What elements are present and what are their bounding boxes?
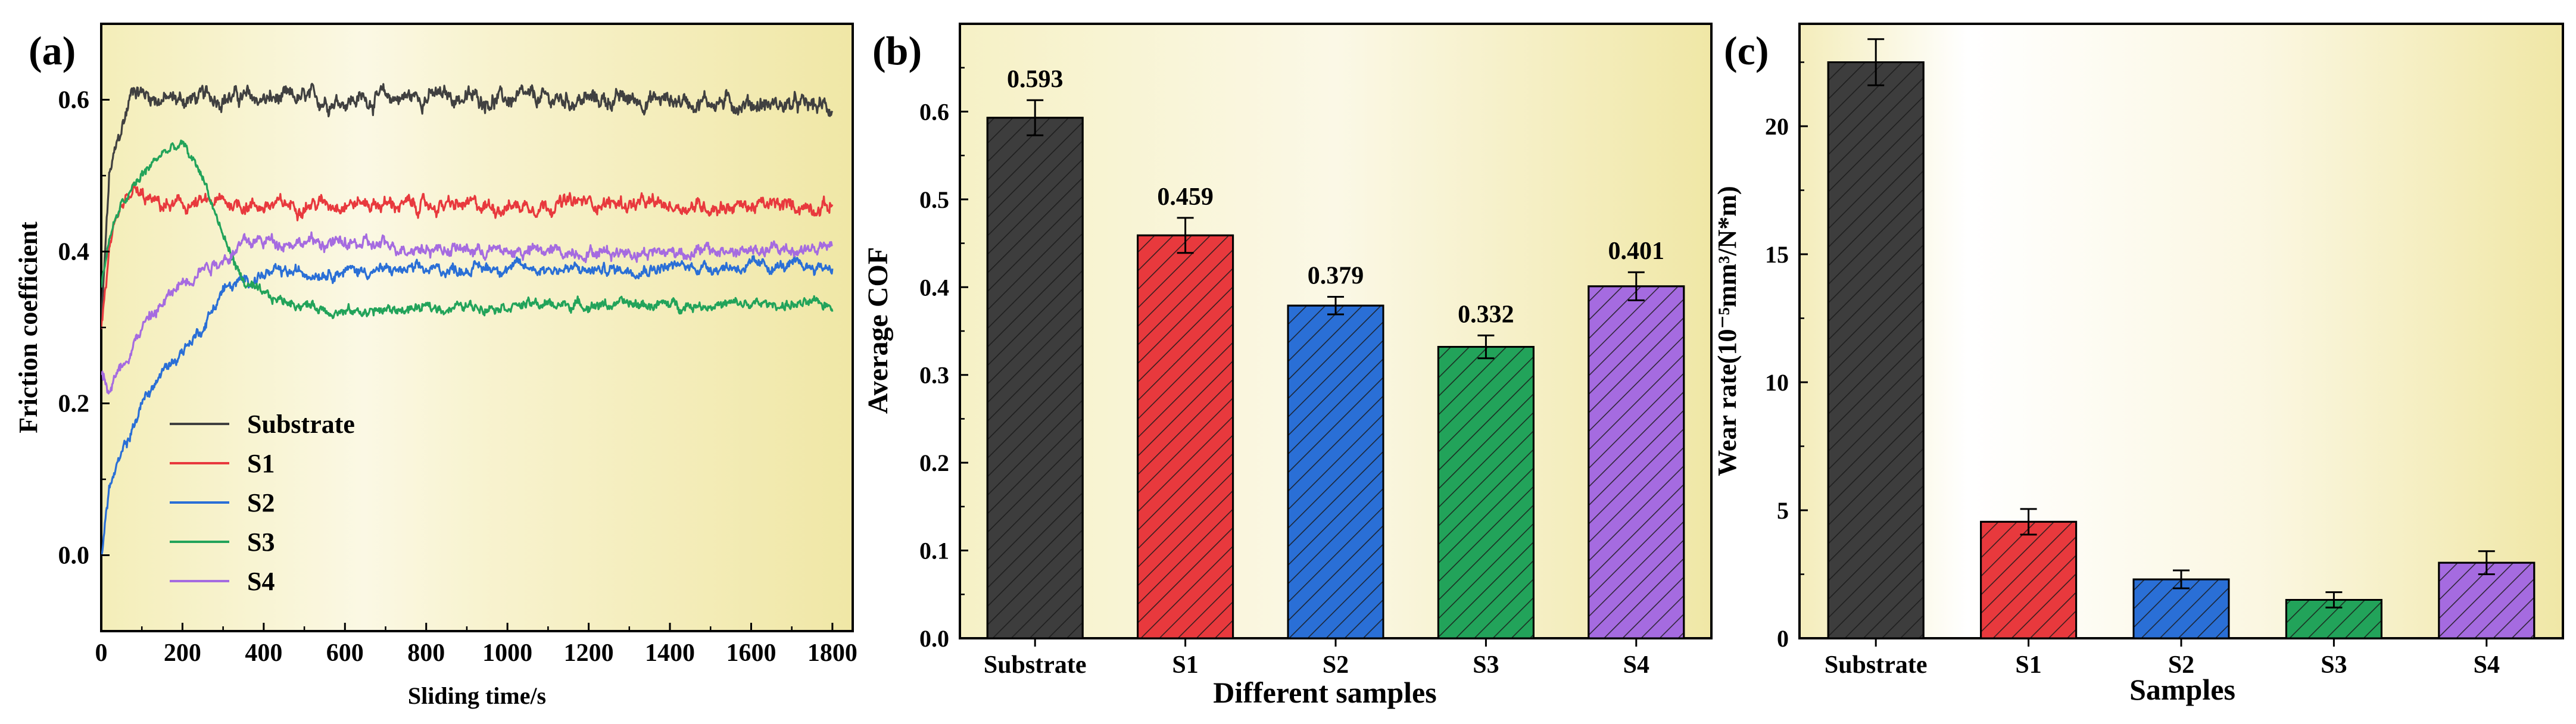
y-tick-label: 0.6 [919,98,949,125]
y-tick-label: 0.4 [58,239,90,266]
x-tick-label-s1: S1 [2015,651,2041,679]
value-label-s1: 0.459 [1157,183,1214,211]
x-tick-label: 200 [164,639,201,667]
panel-a-axes: 0 200 400 600 800 1000 1200 1400 1600 1800 0.0 0.2 0… [58,23,857,667]
legend-label-substrate: Substrate [247,410,355,439]
bar-hatch-s1 [1980,520,2078,639]
legend-label-s4: S4 [247,567,275,596]
panel-a-legend: Substrate S1 S2 S3 S4 [170,410,355,596]
legend-label-s1: S1 [247,449,275,478]
x-tick-label: 800 [407,639,445,667]
panel-b-label: (b) [872,28,922,73]
panel-a-line-chart: 0 200 400 600 800 1000 1200 1400 1600 1800 0.0 0.2 0… [14,23,857,709]
bar-hatch-s2 [2132,578,2230,639]
bar-hatch-s4 [1588,285,1685,639]
panel-c-plot-area [1798,23,2564,639]
panel-b-bars: 0.593 0.459 0.379 0.332 0.401 [986,65,1685,639]
x-tick-label: 0 [95,639,108,667]
panel-a-xlabel: Sliding time/s [408,682,546,709]
x-tick-label-s3: S3 [2321,651,2347,679]
bar-hatch-substrate [1827,61,1925,639]
x-tick-label-substrate: Substrate [984,651,1087,679]
legend-label-s2: S2 [247,488,275,517]
x-tick-label: 1800 [807,639,857,667]
y-tick-label: 0.2 [919,450,949,476]
y-tick-label: 20 [1765,113,1789,140]
bar-hatch-s4 [2438,561,2536,639]
y-tick-label: 5 [1777,497,1789,524]
y-tick-label: 0.6 [58,87,90,114]
panel-b-xlabel: Different samples [1213,676,1436,709]
panel-c-label: (c) [1724,28,1769,73]
x-tick-label-s4: S4 [1623,651,1649,679]
panel-c-bar-chart: Substrate S1 S2 S3 S4 0 5 10 15 20 (c) Samples We… [1713,23,2564,706]
x-tick-label: 600 [326,639,364,667]
value-label-s2: 0.379 [1308,263,1364,290]
panel-a-ylabel: Friction coefficient [14,221,43,433]
bar-hatch-s1 [1137,234,1234,639]
y-tick-label: 0.3 [919,362,949,389]
series-line-s1 [101,182,834,329]
bar-hatch-s2 [1287,304,1384,639]
x-tick-label-s1: S1 [1172,651,1198,679]
x-tick-label-substrate: Substrate [1825,651,1928,679]
series-line-s4 [101,231,833,395]
series-line-s3 [101,139,834,319]
value-label-s3: 0.332 [1458,301,1514,328]
value-label-s4: 0.401 [1608,238,1665,265]
value-label-substrate: 0.593 [1007,65,1064,93]
panel-a-label: (a) [29,28,76,73]
y-tick-label: 0 [1777,625,1789,652]
y-tick-label: 0.0 [58,542,90,570]
y-tick-label: 0.5 [919,186,949,213]
panel-c-axes: Substrate S1 S2 S3 S4 0 5 10 15 20 [1765,61,2500,679]
panel-a-plot-area [100,23,854,632]
panel-a-series [101,83,834,557]
x-tick-label: 1200 [564,639,614,667]
y-tick-label: 0.0 [919,625,949,652]
y-tick-label: 0.4 [919,274,949,301]
panel-b-ylabel: Average COF [862,247,894,414]
y-tick-label: 15 [1765,241,1789,268]
x-tick-label: 400 [245,639,282,667]
series-line-substrate [101,83,834,328]
x-tick-label-s2: S2 [1323,651,1349,679]
x-tick-label-s4: S4 [2474,651,2500,679]
panel-c-bars [1827,38,2536,639]
x-tick-label-s3: S3 [1473,651,1499,679]
bar-hatch-s3 [1437,346,1535,639]
x-tick-label: 1400 [645,639,695,667]
x-tick-label: 1000 [482,639,532,667]
series-line-s2 [101,255,834,557]
y-tick-label: 10 [1765,369,1789,396]
legend-label-s3: S3 [247,528,275,557]
x-tick-label: 1600 [726,639,776,667]
panel-b-axes: Substrate S1 S2 S3 S4 0.0 0.1 0.2 0.3 0.4 0.5 0.6 [919,67,1649,679]
y-tick-label: 0.2 [58,391,90,418]
y-tick-label: 0.1 [919,538,949,564]
panel-c-ylabel: Wear rate(10⁻⁵mm³/N*m) [1713,186,1742,476]
bar-hatch-substrate [986,117,1084,639]
panel-c-xlabel: Samples [2129,673,2235,706]
x-tick-label-s2: S2 [2168,651,2194,679]
